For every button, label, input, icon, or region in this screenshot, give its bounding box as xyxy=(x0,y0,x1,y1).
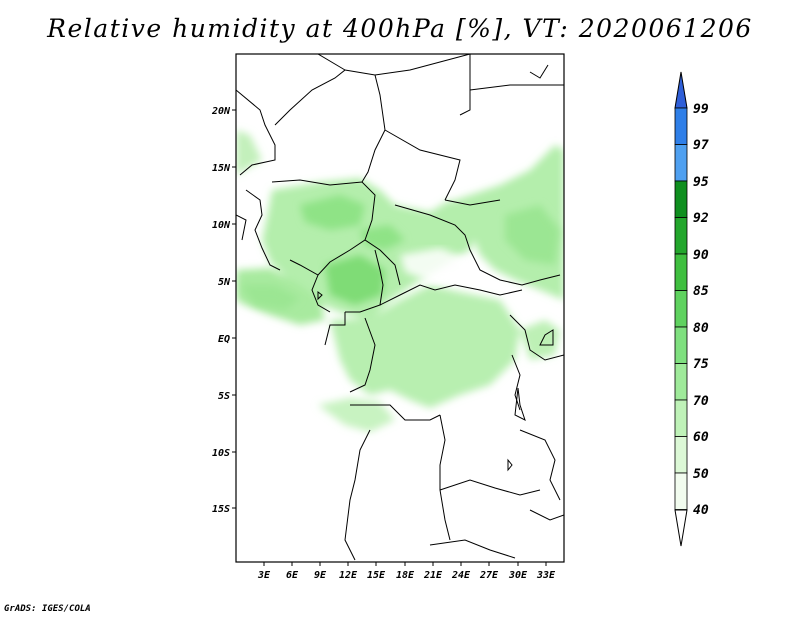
lon-label: 21E xyxy=(423,570,443,581)
colorbar-label: 85 xyxy=(693,284,709,299)
lat-label: 10N xyxy=(212,220,231,231)
lon-label: 18E xyxy=(396,570,415,581)
colorbar-labels: 99 97 95 92 90 85 80 75 70 60 50 40 xyxy=(693,102,709,518)
colorbar-segment xyxy=(674,253,688,291)
lon-labels: 3E 6E 9E 12E 15E 18E 21E 24E 27E 30E 33E xyxy=(257,570,556,581)
lon-label: 6E xyxy=(286,570,299,581)
humidity-region-angola-north xyxy=(318,398,395,432)
lat-label: 15N xyxy=(212,163,231,174)
colorbar-segment xyxy=(674,144,688,182)
lat-label: 20N xyxy=(211,106,231,117)
humidity-region-west-africa xyxy=(236,130,262,175)
colorbar-label: 75 xyxy=(693,357,709,372)
colorbar-label: 40 xyxy=(693,503,709,518)
lon-label: 30E xyxy=(508,570,528,581)
lat-label: EQ xyxy=(218,334,230,345)
colorbar-segment xyxy=(674,326,688,364)
humidity-region-congo xyxy=(330,285,520,408)
humidity-core-nigeria xyxy=(300,195,365,230)
lon-label: 27E xyxy=(479,570,499,581)
colorbar-segment xyxy=(674,107,688,145)
humidity-core-sudan xyxy=(505,205,560,265)
colorbar-label: 90 xyxy=(693,248,709,263)
dry-patch-central-african-republic xyxy=(400,248,470,282)
lon-label: 24E xyxy=(451,570,471,581)
lat-label: 5S xyxy=(218,391,230,402)
colorbar-label: 70 xyxy=(693,394,709,409)
lon-label: 12E xyxy=(339,570,358,581)
colorbar-segment xyxy=(674,363,688,401)
lon-label: 3E xyxy=(257,570,271,581)
credit-text: GrADS: IGES/COLA xyxy=(4,604,91,614)
colorbar-segment xyxy=(674,436,688,474)
colorbar-segment xyxy=(674,180,688,218)
humidity-region-east-lakes xyxy=(520,320,560,360)
lat-label: 5N xyxy=(218,277,231,288)
humidity-core-cameroon xyxy=(325,255,385,305)
country-boundaries xyxy=(236,54,564,561)
colorbar-label: 80 xyxy=(693,321,709,336)
map-frame xyxy=(235,53,565,563)
colorbar-label: 95 xyxy=(693,175,709,190)
colorbar-segment xyxy=(674,472,688,510)
colorbar-bottom-arrow xyxy=(674,509,688,547)
map-title: Relative humidity at 400hPa [%], VT: 202… xyxy=(47,14,753,43)
colorbar-segment xyxy=(674,399,688,437)
colorbar-segment xyxy=(674,290,688,328)
lon-label: 33E xyxy=(536,570,556,581)
lat-label: 10S xyxy=(212,448,230,459)
lat-tick-marks xyxy=(232,109,236,509)
lat-labels: 20N 15N 10N 5N EQ 5S 10S 15S xyxy=(211,106,231,515)
colorbar-label: 99 xyxy=(693,102,709,117)
humidity-core-coast xyxy=(240,285,300,310)
colorbar-label: 97 xyxy=(693,138,709,153)
lat-label: 15S xyxy=(212,504,230,515)
humidity-field xyxy=(236,130,564,432)
colorbar-label: 60 xyxy=(693,430,709,445)
colorbar-label: 92 xyxy=(693,211,709,226)
colorbar-segment xyxy=(674,217,688,255)
lon-label: 9E xyxy=(314,570,327,581)
lon-tick-marks xyxy=(263,562,547,566)
lon-label: 15E xyxy=(367,570,386,581)
colorbar xyxy=(674,71,688,547)
colorbar-top-arrow xyxy=(674,71,688,109)
colorbar-label: 50 xyxy=(693,467,709,482)
